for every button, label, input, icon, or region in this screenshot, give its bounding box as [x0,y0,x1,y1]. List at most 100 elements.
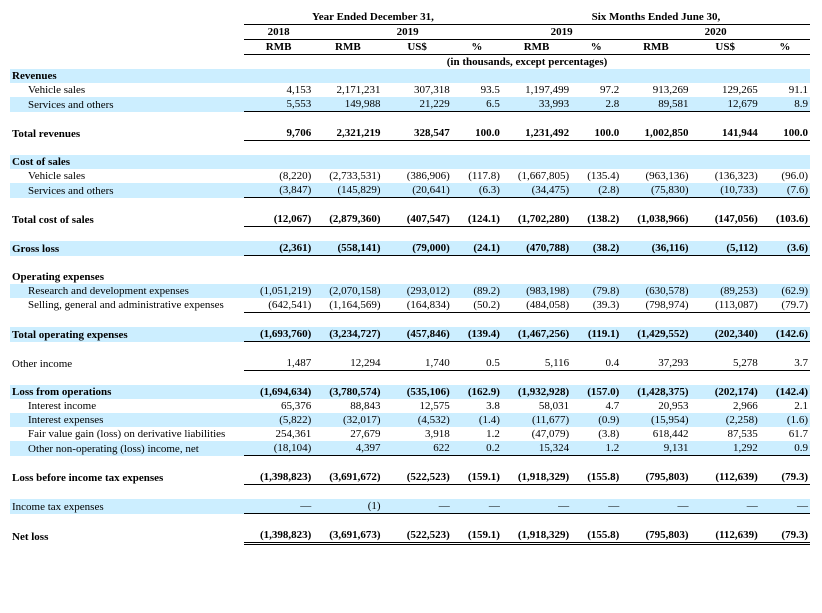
unit-rmb: RMB [313,40,382,55]
cell: 1,740 [383,356,452,371]
cell: (202,340) [691,327,760,342]
cell [571,155,621,169]
cell: 3,918 [383,427,452,441]
header-2018: 2018 [244,25,313,40]
cell: (795,803) [621,470,690,485]
unit-rmb: RMB [502,40,571,55]
header-2020: 2020 [621,25,810,40]
cell: (2,879,360) [313,212,382,227]
row-label: Total revenues [10,126,244,141]
cell: 4,153 [244,83,313,97]
cell: 9,706 [244,126,313,141]
cell: 37,293 [621,356,690,371]
cell: 93.5 [452,83,502,97]
cell [502,155,571,169]
cell: — [244,499,313,514]
cell: 3.7 [760,356,810,371]
cell: 2.8 [571,97,621,112]
cell: (1.6) [760,413,810,427]
table-body: RevenuesVehicle sales4,1532,171,231307,3… [10,69,810,544]
cell: 0.9 [760,441,810,456]
cell: (1,702,280) [502,212,571,227]
unit-usd: US$ [691,40,760,55]
cell: 21,229 [383,97,452,112]
cell [383,69,452,83]
cell: 2,171,231 [313,83,382,97]
table-row [10,256,810,271]
cell: (1,693,760) [244,327,313,342]
header-2019a: 2019 [313,25,502,40]
row-label: Gross loss [10,241,244,256]
table-row: Selling, general and administrative expe… [10,298,810,313]
cell: (89,253) [691,284,760,298]
cell: 0.2 [452,441,502,456]
cell: 5,278 [691,356,760,371]
unit-rmb: RMB [621,40,690,55]
cell: (2.8) [571,183,621,198]
cell: 100.0 [571,126,621,141]
row-label: Income tax expenses [10,499,244,514]
cell: 65,376 [244,399,313,413]
cell: (470,788) [502,241,571,256]
cell: (963,136) [621,169,690,183]
cell [383,155,452,169]
cell: (155.8) [571,528,621,544]
cell: (7.6) [760,183,810,198]
cell: (2,361) [244,241,313,256]
cell: (155.8) [571,470,621,485]
cell: (795,803) [621,528,690,544]
cell: (38.2) [571,241,621,256]
cell: — [760,499,810,514]
table-row: Other non-operating (loss) income, net(1… [10,441,810,456]
cell: (1.4) [452,413,502,427]
row-label: Interest expenses [10,413,244,427]
row-label: Other non-operating (loss) income, net [10,441,244,456]
row-label: Selling, general and administrative expe… [10,298,244,313]
cell: 5,116 [502,356,571,371]
table-row: Revenues [10,69,810,83]
cell: (386,906) [383,169,452,183]
table-row: Interest income65,37688,84312,5753.858,0… [10,399,810,413]
cell: (983,198) [502,284,571,298]
cell: — [691,499,760,514]
cell: (145,829) [313,183,382,198]
cell: 1,231,492 [502,126,571,141]
table-row [10,313,810,328]
table-row: Services and others(3,847)(145,829)(20,6… [10,183,810,198]
cell: (1,398,823) [244,470,313,485]
cell: 15,324 [502,441,571,456]
cell: 2,966 [691,399,760,413]
cell: 622 [383,441,452,456]
cell: (457,846) [383,327,452,342]
cell: (1,918,329) [502,528,571,544]
cell: (119.1) [571,327,621,342]
cell: (34,475) [502,183,571,198]
table-row: Total operating expenses(1,693,760)(3,23… [10,327,810,342]
cell: 1,002,850 [621,126,690,141]
table-row [10,456,810,471]
unit-pct: % [571,40,621,55]
cell: 5,553 [244,97,313,112]
cell: 129,265 [691,83,760,97]
cell [760,155,810,169]
cell: (112,639) [691,470,760,485]
cell [502,270,571,284]
cell: 88,843 [313,399,382,413]
cell: 328,547 [383,126,452,141]
cell: 58,031 [502,399,571,413]
cell: (96.0) [760,169,810,183]
cell [621,69,690,83]
cell: (47,079) [502,427,571,441]
cell: (798,974) [621,298,690,313]
cell: (50.2) [452,298,502,313]
cell: (2,258) [691,413,760,427]
cell: (1,932,928) [502,385,571,399]
row-label: Total cost of sales [10,212,244,227]
cell: 97.2 [571,83,621,97]
cell: 6.5 [452,97,502,112]
cell [502,69,571,83]
table-row: Services and others5,553149,98821,2296.5… [10,97,810,112]
cell: 254,361 [244,427,313,441]
table-row: Income tax expenses—(1)——————— [10,499,810,514]
cell: (484,058) [502,298,571,313]
